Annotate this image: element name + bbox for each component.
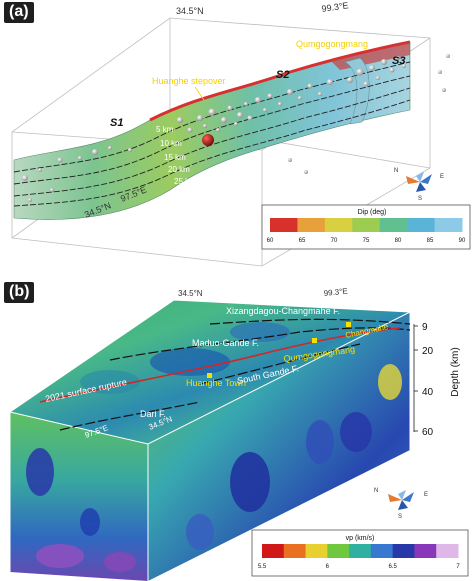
vp-colorbar-swatch [305,544,328,558]
dip-colorbar-title: Dip (deg) [358,209,387,216]
depth-tick-60: 60 [422,427,434,438]
vp-colorbar-tick: 7 [456,564,460,570]
depth-label-0: 5 km [156,125,174,134]
depth-tick-20: 20 [422,346,434,357]
label-dari: Dari F. [140,409,166,419]
qumgogongmang-marker [312,338,317,343]
panel-a: (a) [0,0,474,272]
depth-tick-9: 9 [422,322,428,333]
block-side-face [148,312,410,581]
dip-colorbar-tick: 75 [363,238,370,244]
vp-colorbar-swatch [349,544,372,558]
vp-colorbar-tick: 5.5 [258,564,267,570]
vp-colorbar-swatch [370,544,394,558]
b-compass-n: N [374,488,378,494]
panel-b: (b) [0,272,474,581]
vp-colorbar-title: vp (km/s) [346,535,375,542]
compass-n: N [394,168,398,174]
label-s3: S3 [392,55,405,67]
fault-dip-model: 34.5°N 99.3°E 34.5°N 97.5°E Huanghe step… [11,0,471,267]
fault-top-red-edge [149,40,411,122]
dip-colorbar-swatch [434,218,463,232]
velocity-anomalies [26,322,402,572]
label-fault-xizang: Xizangdagou-Changmahe F. [226,306,340,316]
vp-colorbar-swatch [262,544,285,558]
coord-top-right: 99.3°E [321,0,349,14]
vp-colorbar: vp (km/s) 5.5 6 6.5 7 [251,529,469,577]
label-huanghe-town: Huanghe Town [186,378,246,388]
dip-colorbar-tick: 60 [267,238,274,244]
label-s2: S2 [276,69,289,81]
compass-icon [406,172,432,192]
dip-colorbar-tick: 85 [427,238,434,244]
velocity-model: 34.5°N 99.3°E 97.5°E 34.5°N Xizangdagou-… [9,287,469,581]
depth-label-1: 10 km [160,139,182,148]
b-compass-e: E [424,492,428,498]
dip-colorbar: Dip (deg) 60 65 70 75 80 85 90 [261,204,471,250]
depth-label-4: 25 km [174,177,196,186]
vp-colorbar-swatch [414,544,437,558]
compass-s: S [418,196,422,202]
fault-lines [39,318,411,431]
depth-axis [413,324,418,432]
dip-colorbar-swatch [297,218,326,232]
dip-colorbar-swatch [324,218,353,232]
label-huanghe-stepover: Huanghe stepover [152,76,226,86]
dip-colorbar-swatch [379,218,408,232]
dip-colorbar-tick: 65 [299,238,306,244]
block-edges [9,299,411,581]
dip-colorbar-swatch [270,218,298,232]
vp-colorbar-swatch [436,544,459,558]
panel-b-label: (b) [4,282,35,303]
depth-contours [13,61,411,207]
mainshock [202,134,214,146]
panel-a-label: (a) [4,2,34,23]
label-fault-maduo: Maduo-Gande F. [192,338,259,348]
huanghe-pointer [194,86,205,101]
compass-icon [388,490,414,510]
vp-colorbar-swatch [283,544,307,558]
depth-label-3: 20 km [168,165,190,174]
label-qumgogongmang: Qumgogongmang [296,39,368,49]
dip-colorbar-tick: 80 [395,238,402,244]
aftershocks [22,54,450,202]
dip-colorbar-tick: 90 [459,238,466,244]
b-compass-s: S [398,514,402,520]
coord-top-left: 34.5°N [176,6,204,16]
depth-axis-title: Depth (km) [450,347,461,396]
huanghe-town-marker [207,373,212,378]
dip-colorbar-tick: 70 [331,238,338,244]
vp-colorbar-swatch [327,544,350,558]
label-s1: S1 [110,117,123,129]
b-coord-top-right: 99.3°E [323,287,348,298]
fault-surface [13,41,411,220]
vp-colorbar-swatch [392,544,415,558]
compass-e: E [440,174,444,180]
dip-colorbar-swatch [407,218,436,232]
s3-bend [344,57,370,125]
vp-colorbar-tick: 6.5 [388,564,397,570]
depth-label-2: 15 km [164,153,186,162]
vp-colorbar-tick: 6 [326,564,330,570]
changmahe-marker [346,322,351,327]
dip-colorbar-swatch [352,218,381,232]
b-coord-top-left: 34.5°N [178,289,203,298]
depth-tick-40: 40 [422,387,434,398]
